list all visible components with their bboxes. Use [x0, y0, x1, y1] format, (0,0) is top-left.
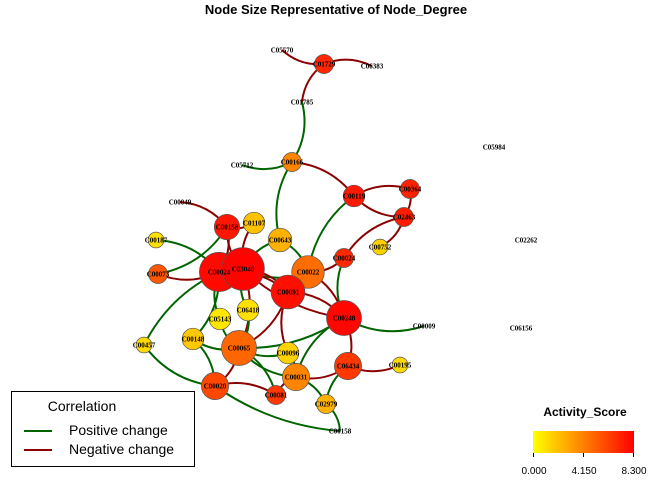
node-circle[interactable]	[391, 356, 409, 374]
legend-label-positive: Positive change	[69, 422, 168, 438]
node-circle[interactable]	[282, 152, 302, 172]
node-label: C00073	[147, 271, 170, 279]
node-label: C05712	[231, 162, 254, 170]
node-circle[interactable]	[147, 231, 165, 249]
node-circle[interactable]	[236, 298, 260, 322]
colorbar-tick	[583, 453, 584, 457]
colorbar	[533, 431, 634, 453]
node-label: C00065	[228, 345, 251, 353]
node-label: C05984	[483, 144, 506, 152]
node-label: C06434	[337, 363, 360, 371]
node-label: C02979	[315, 401, 338, 409]
node-circle[interactable]	[148, 264, 168, 284]
node-label: C00148	[182, 336, 205, 344]
node-label: C02463	[393, 214, 416, 222]
node-circle[interactable]	[181, 327, 205, 351]
colorbar-tick-label: 0.000	[521, 466, 547, 477]
label-layer: C05570 C06383 C05984 C02262 C06156 C05712 C000…	[133, 47, 538, 436]
node-label: C06418	[237, 307, 260, 315]
node-label: C00643	[269, 237, 292, 245]
colorbar-title: Activity_Score	[543, 405, 627, 419]
chart-title: Node Size Representative of Node_Degree	[204, 2, 468, 17]
node-label: C00248	[333, 315, 356, 323]
node-circle[interactable]	[242, 211, 266, 235]
node-circle[interactable]	[135, 336, 153, 354]
node-circle[interactable]	[316, 394, 336, 414]
node-circle[interactable]	[282, 363, 310, 391]
node-label: C00166	[281, 159, 304, 167]
node-circle[interactable]	[371, 238, 389, 256]
node-circle[interactable]	[208, 307, 232, 331]
node-label: C06383	[361, 63, 384, 71]
node-label: C06156	[510, 325, 533, 333]
colorbar-tick	[633, 453, 634, 457]
node-label: C00022	[297, 269, 320, 277]
node-label: C00195	[389, 362, 412, 370]
node-label: C00009	[413, 323, 436, 331]
node-label: C00024	[208, 269, 231, 277]
legend-label-negative: Negative change	[69, 441, 175, 457]
node-label: C00020	[204, 383, 227, 391]
node-circle[interactable]	[342, 184, 366, 208]
node-label: C00091	[277, 289, 300, 297]
node-circle[interactable]	[221, 330, 257, 366]
node-circle[interactable]	[267, 227, 293, 253]
colorbar-tick	[533, 453, 534, 457]
node-label: C00158	[216, 224, 239, 232]
edge-positive	[214, 385, 341, 432]
correlation-legend: Correlation Positive change Negative cha…	[11, 391, 195, 467]
node-circle[interactable]	[221, 247, 265, 291]
node-label: C00081	[265, 392, 288, 400]
node-label: C00364	[399, 186, 422, 194]
node-label: C00024	[333, 255, 356, 263]
node-circle[interactable]	[400, 179, 420, 199]
node-label: C05143	[209, 316, 232, 324]
legend-title: Correlation	[47, 398, 117, 414]
node-circle[interactable]	[326, 300, 362, 336]
node-circle[interactable]	[276, 341, 300, 365]
colorbar-tick-label: 8.300	[621, 466, 647, 477]
node-label: C00187	[145, 237, 168, 245]
node-label: C01785	[291, 99, 314, 107]
node-label: C01729	[313, 61, 336, 69]
node-label: C00158	[329, 428, 352, 436]
node-label: C00119	[343, 193, 366, 201]
node-label: C00752	[369, 244, 392, 252]
node-label: C01107	[243, 220, 266, 228]
node-label: C00031	[285, 374, 308, 382]
node-circle[interactable]	[334, 248, 354, 268]
node-label: C03046	[232, 266, 255, 274]
node-circle[interactable]	[314, 54, 334, 74]
node-label: C02262	[515, 237, 538, 245]
node-label: C00049	[169, 199, 192, 207]
node-circle[interactable]	[213, 213, 241, 241]
legend-swatch-negative	[24, 449, 52, 451]
node-circle[interactable]	[270, 274, 306, 310]
node-label: C00096	[277, 350, 300, 358]
node-label: C00457	[133, 342, 156, 350]
node-label: C05570	[271, 47, 294, 55]
node-circle[interactable]	[266, 385, 286, 405]
node-layer	[135, 54, 420, 414]
legend-swatch-positive	[24, 430, 52, 432]
node-circle[interactable]	[394, 207, 414, 227]
node-circle[interactable]	[334, 352, 362, 380]
colorbar-tick-label: 4.150	[571, 466, 597, 477]
node-circle[interactable]	[201, 372, 229, 400]
